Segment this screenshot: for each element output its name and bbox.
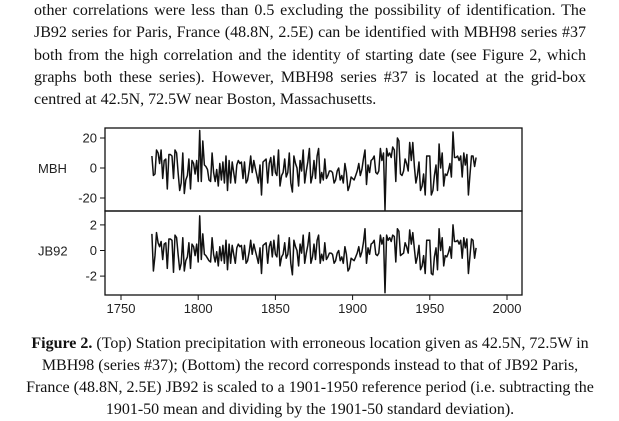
y-tick-label: -2 (85, 269, 97, 284)
y-axis-label-jb92: JB92 (38, 244, 68, 259)
x-tick-label: 1900 (338, 301, 367, 316)
x-tick-label: 2000 (493, 301, 522, 316)
x-tick-label: 1950 (415, 301, 444, 316)
y-axis-label-mbh: MBH (38, 161, 67, 176)
x-tick-label: 1750 (107, 301, 136, 316)
caption-text: (Top) Station precipitation with erroneo… (26, 335, 594, 418)
x-tick-label: 1850 (261, 301, 290, 316)
caption-label: Figure 2. (31, 335, 93, 352)
y-tick-label: 0 (90, 161, 97, 176)
panel-frame-jb92 (104, 210, 523, 296)
series-line-jb92 (151, 215, 477, 294)
series-line-mbh (151, 129, 477, 211)
body-paragraph: other correlations were less than 0.5 ex… (34, 2, 586, 109)
y-tick-label: 2 (90, 217, 97, 232)
y-tick-label: -20 (78, 191, 97, 206)
y-tick-label: 0 (90, 243, 97, 258)
y-tick-label: 20 (83, 131, 97, 146)
x-tick-label: 1800 (184, 301, 213, 316)
figure-caption: Figure 2. (Top) Station precipitation wi… (20, 333, 600, 421)
